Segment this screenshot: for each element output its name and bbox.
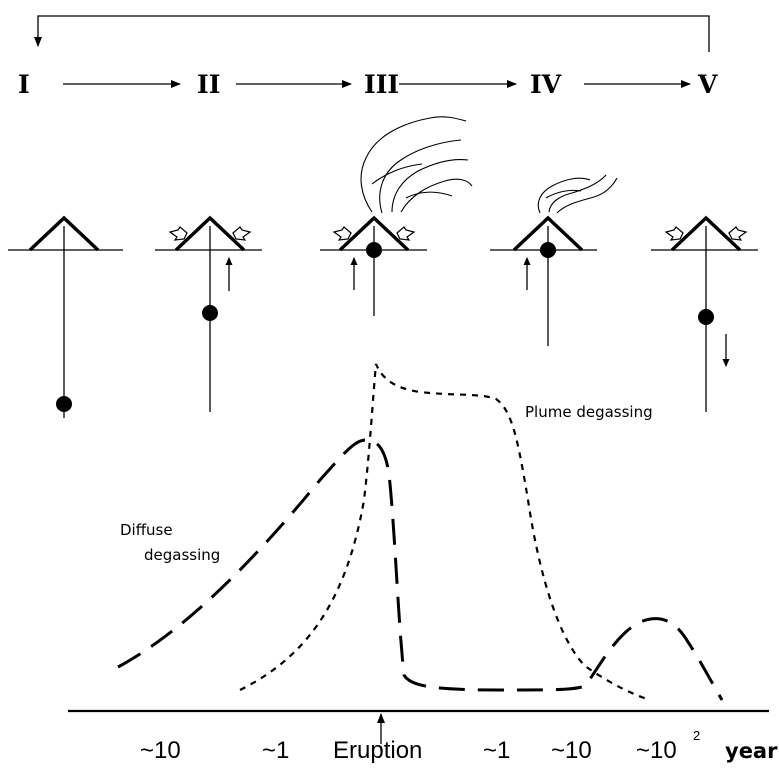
magma-body: [698, 309, 714, 325]
axis-tick-label-eruption: Eruption: [333, 737, 422, 764]
stage-label-4: IV: [530, 70, 562, 99]
diffuse-degassing-curve: [117, 438, 724, 701]
svg-text:~10: ~10: [140, 737, 181, 764]
volcano-stage-4: [490, 174, 618, 346]
eruption-plume: [360, 116, 473, 214]
hollow-arrow-left: [168, 226, 188, 241]
volcano-stage-3: [320, 116, 473, 316]
plume-degassing-label: Plume degassing: [525, 403, 653, 421]
svg-text:~1: ~1: [483, 737, 510, 764]
axis-unit-label: year: [725, 739, 778, 763]
svg-text:~1: ~1: [262, 737, 289, 764]
stage-label-1: I: [18, 70, 30, 99]
hollow-arrow-left: [664, 226, 684, 241]
svg-text:~10: ~10: [636, 737, 677, 764]
svg-text:2: 2: [693, 728, 700, 743]
axis-tick-label: ~10 2: [636, 728, 700, 764]
magma-body: [56, 396, 72, 412]
hollow-arrow-right: [728, 226, 748, 241]
magma-body: [540, 242, 556, 258]
stage-label-2: II: [197, 70, 220, 99]
stage-label-3: III: [364, 70, 399, 99]
volcano-stage-5: [651, 215, 758, 412]
axis-tick-label: ~1: [483, 737, 510, 764]
hollow-arrow-left: [332, 226, 352, 241]
volcano-stage-1: [8, 215, 123, 418]
magma-body: [202, 305, 218, 321]
diffuse-degassing-label-line2: degassing: [144, 546, 220, 564]
plume-degassing-curve: [239, 363, 651, 702]
hollow-arrow-right: [232, 226, 252, 241]
degassing-plume: [537, 174, 618, 214]
svg-text:Eruption: Eruption: [333, 737, 422, 764]
magma-body: [366, 242, 382, 258]
hollow-arrow-right: [396, 226, 416, 241]
axis-tick-label: ~10: [551, 737, 592, 764]
volcano-stage-2: [155, 215, 262, 412]
diffuse-degassing-label-line1: Diffuse: [120, 521, 173, 539]
axis-tick-label: ~1: [262, 737, 289, 764]
cycle-return-arrow: [34, 15, 710, 52]
svg-text:~10: ~10: [551, 737, 592, 764]
stage-label-5: V: [697, 70, 718, 99]
axis-tick-label: ~10: [140, 737, 181, 764]
